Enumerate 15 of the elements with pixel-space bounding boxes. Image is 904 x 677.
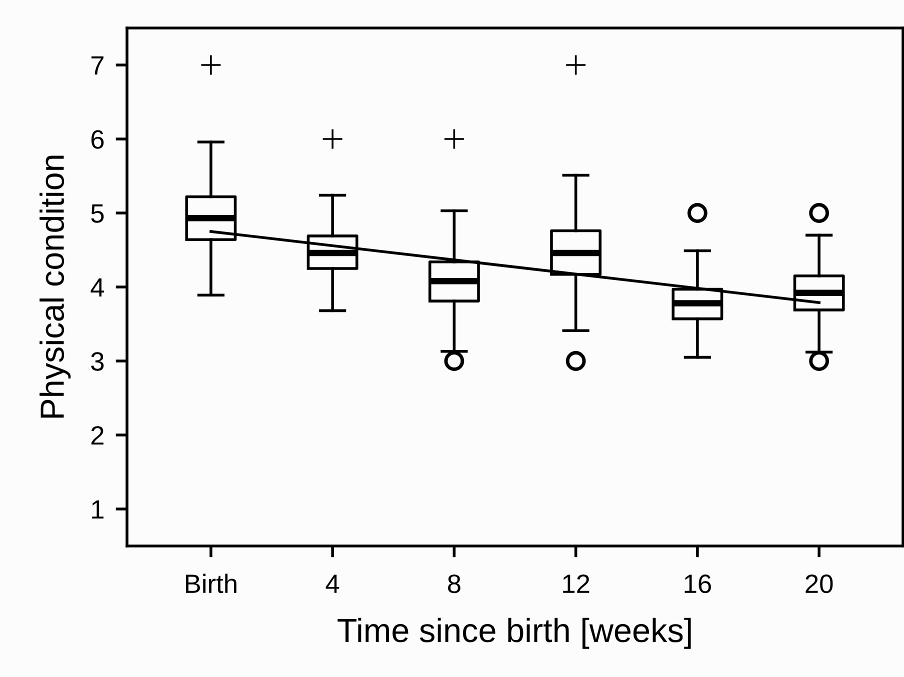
x-tick-label: 12 <box>563 574 590 593</box>
y-tick-label: 5 <box>91 204 104 223</box>
y-tick-label: 1 <box>92 500 104 519</box>
y-tick-label: 3 <box>91 352 104 371</box>
x-tick-label: 16 <box>684 574 711 594</box>
y-tick-label: 6 <box>91 130 104 149</box>
y-tick-label: 7 <box>91 56 104 75</box>
x-tick-label: 4 <box>326 574 340 593</box>
y-tick-label: 4 <box>90 278 104 297</box>
y-tick-label: 2 <box>91 426 104 445</box>
x-tick-label: 20 <box>806 574 833 594</box>
x-axis-title: Time since birth [weeks] <box>338 618 691 649</box>
x-tick-label: 8 <box>448 574 460 594</box>
x-tick-label: Birth <box>186 574 236 594</box>
y-axis-title: Physical condition <box>40 156 71 418</box>
